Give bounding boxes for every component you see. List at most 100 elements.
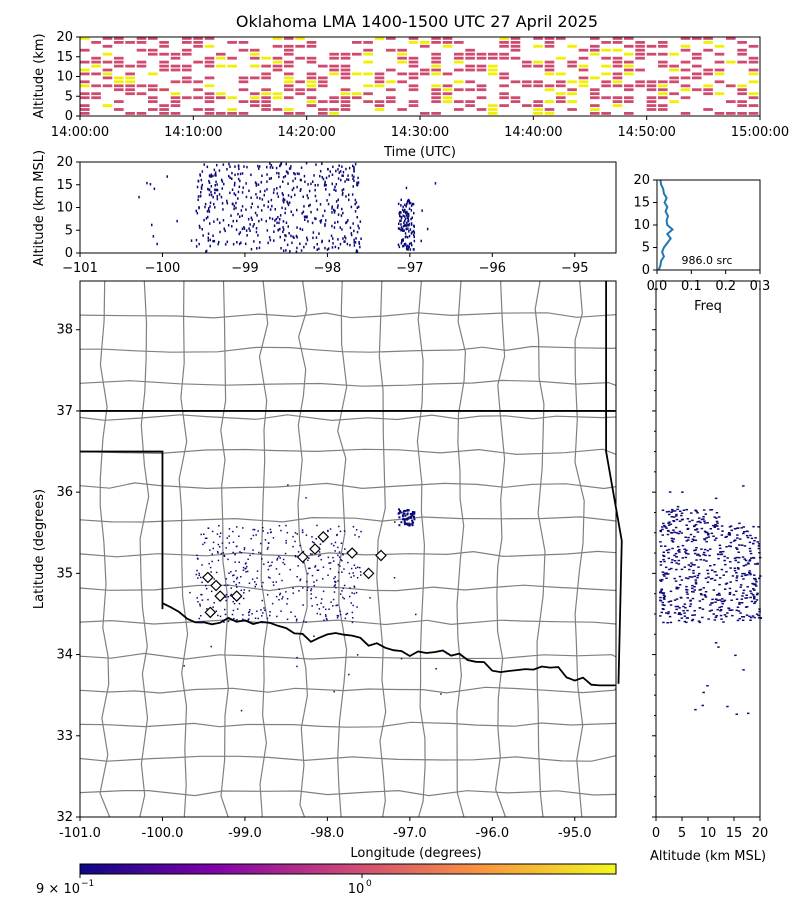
- alt-lat-point: [702, 509, 706, 511]
- source-point: [264, 609, 266, 611]
- time-height-cell: [136, 64, 147, 68]
- lon-height-point: [308, 189, 311, 193]
- lon-height-point: [217, 242, 219, 246]
- source-point: [311, 605, 313, 607]
- time-height-cell: [420, 41, 430, 44]
- time-height-cell: [136, 37, 147, 40]
- time-height-cell: [680, 48, 691, 52]
- time-height-cell: [533, 64, 543, 68]
- alt-lat-point: [696, 576, 699, 579]
- lon-height-point: [348, 198, 350, 202]
- source-point: [234, 561, 236, 563]
- lon-height-point: [290, 165, 292, 168]
- alt-lat-point: [755, 599, 759, 601]
- lon-height-point: [220, 195, 223, 199]
- alt-lat-point: [715, 537, 718, 539]
- time-height-cell: [737, 92, 747, 96]
- time-height-cell: [329, 68, 339, 72]
- lon-height-point: [413, 231, 416, 234]
- time-height-cell: [352, 92, 362, 96]
- time-height-cell: [601, 48, 611, 52]
- time-height-cell: [91, 84, 101, 88]
- alt-lat-point: [694, 581, 698, 583]
- lon-height-point: [209, 244, 211, 248]
- lon-height-point: [229, 176, 231, 179]
- source-point: [415, 613, 417, 616]
- altitude-msl-axis-label: Altitude (km MSL): [650, 849, 766, 864]
- time-height-cell: [431, 41, 441, 44]
- lon-tick-label: −99: [231, 261, 258, 276]
- alt-lat-point: [698, 517, 701, 519]
- alt-lat-point: [749, 596, 752, 599]
- alt-lat-point: [734, 654, 737, 657]
- alt-lat-point: [661, 578, 664, 581]
- alt-lat-point: [732, 540, 736, 542]
- time-height-cell: [442, 84, 453, 88]
- lon-height-point: [252, 225, 254, 228]
- alt-lat-point: [741, 595, 744, 597]
- source-point: [272, 581, 274, 583]
- lon-height-point: [300, 249, 303, 252]
- source-point: [206, 608, 208, 610]
- source-point: [201, 581, 203, 584]
- alt-lat-point: [692, 591, 695, 593]
- lon-height-point: [282, 230, 284, 234]
- lon-height-point: [266, 229, 269, 232]
- alt-lat-point: [713, 539, 717, 541]
- lon-height-point: [342, 211, 344, 215]
- lon-height-point: [293, 172, 295, 175]
- alt-lat-point: [685, 621, 688, 624]
- county-boundary: [494, 280, 507, 818]
- lon-height-point: [354, 198, 357, 202]
- time-height-cell: [578, 64, 589, 68]
- time-height-cell: [374, 37, 385, 40]
- alt-lat-point: [751, 615, 755, 617]
- lon-height-point: [398, 245, 401, 249]
- source-point: [209, 566, 212, 569]
- alt-lat-point: [738, 538, 742, 540]
- lon-height-point: [209, 201, 212, 204]
- time-height-cell: [635, 48, 645, 52]
- lon-height-point: [250, 173, 252, 177]
- time-height-cell: [646, 44, 657, 48]
- time-height-cell: [340, 92, 351, 96]
- lma-station-marker: [204, 606, 217, 619]
- source-point: [334, 576, 336, 578]
- source-point: [319, 613, 322, 616]
- source-point: [240, 576, 242, 578]
- alt-tick-label: 10: [633, 218, 650, 233]
- lon-height-point: [407, 244, 409, 248]
- time-height-cell: [533, 112, 543, 115]
- alt-lat-point: [670, 539, 674, 542]
- time-height-cell: [556, 96, 566, 100]
- lon-height-point: [278, 172, 280, 175]
- lon-height-point: [226, 199, 228, 203]
- alt-lat-point: [678, 584, 682, 586]
- lon-height-point: [200, 178, 203, 182]
- time-height-cell: [465, 104, 475, 107]
- time-height-cell: [669, 52, 679, 56]
- alt-lat-point: [750, 537, 754, 540]
- time-height-cell: [431, 92, 441, 96]
- time-height-cell: [454, 68, 464, 72]
- lon-height-point: [408, 230, 410, 233]
- lon-height-point: [279, 164, 281, 168]
- lon-height-point: [279, 163, 282, 167]
- source-point: [269, 614, 271, 617]
- time-height-cell: [442, 37, 453, 40]
- lon-height-point: [245, 182, 247, 185]
- alt-lat-point: [724, 583, 728, 585]
- lon-height-point: [239, 231, 242, 234]
- source-point: [338, 551, 341, 553]
- time-height-cell: [170, 104, 181, 107]
- lon-height-point: [234, 193, 237, 197]
- time-height-cell: [658, 104, 668, 107]
- alt-lat-point: [753, 598, 756, 600]
- colorbar-bar: [79, 863, 617, 875]
- source-point: [270, 564, 272, 567]
- time-height-cell: [238, 76, 249, 80]
- time-height-cell: [193, 88, 203, 92]
- alt-lat-point: [741, 556, 745, 558]
- source-point: [292, 587, 294, 589]
- alt-lat-point: [661, 534, 664, 536]
